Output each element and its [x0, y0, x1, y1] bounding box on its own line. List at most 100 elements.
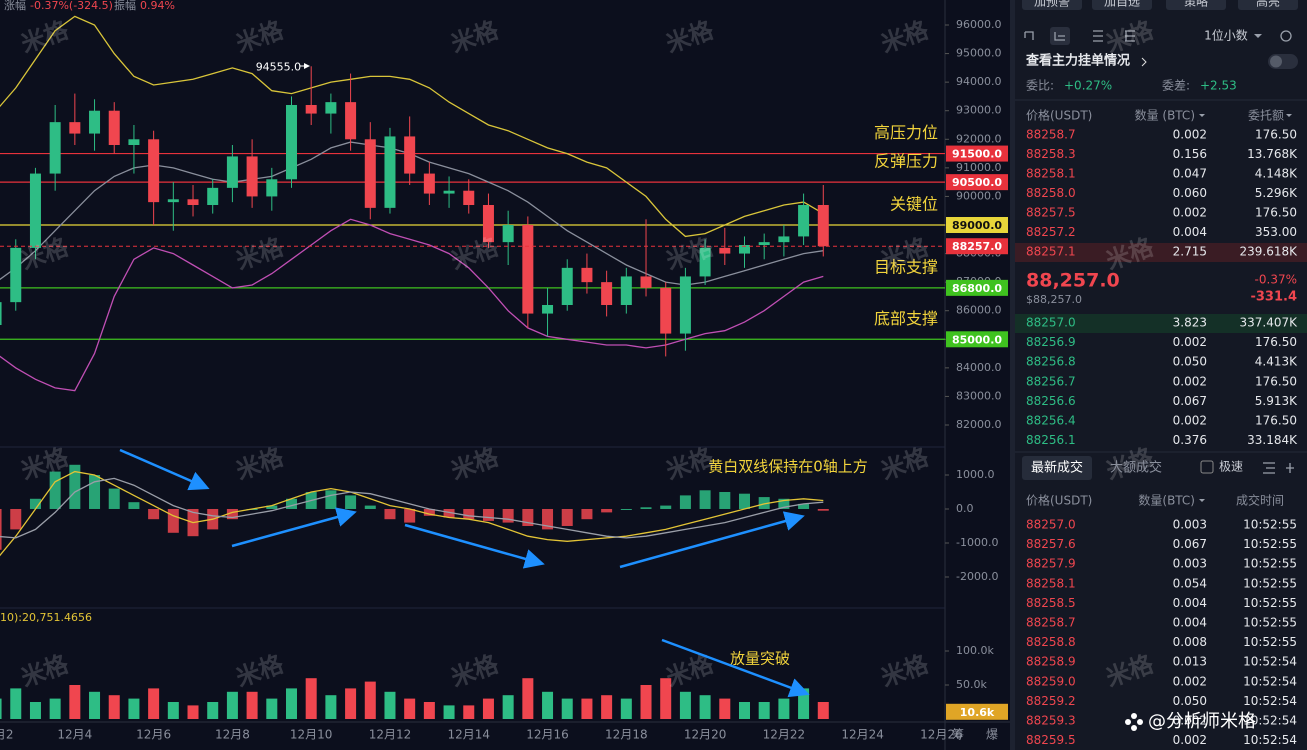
candle-body	[502, 225, 514, 243]
macd-bar	[699, 490, 711, 509]
volume-bar	[246, 691, 258, 719]
amount-cell: 10:52:54	[1243, 733, 1297, 747]
macd-bar	[423, 508, 435, 516]
macd-bar	[581, 508, 593, 520]
price-cell: 88257.1	[1026, 245, 1076, 259]
x-tick-label: 12月22	[763, 728, 806, 742]
button[interactable]	[1022, 0, 1082, 10]
price-cell: 88258.7	[1026, 616, 1076, 630]
icon[interactable]	[1054, 32, 1065, 41]
qty-cell: 0.047	[1173, 167, 1207, 181]
tab: 大额成交	[1110, 460, 1162, 476]
y-tick-label: 93000.0	[956, 104, 1002, 117]
level-name: 反弹压力	[874, 152, 938, 171]
qty-cell: 2.715	[1173, 245, 1207, 259]
price-cell: 88256.7	[1026, 374, 1076, 388]
qty-cell: 0.067	[1173, 537, 1207, 551]
qty-cell: 0.156	[1173, 147, 1207, 161]
amount-cell: 10:52:55	[1243, 596, 1297, 610]
indicator-line	[0, 470, 824, 557]
checkbox[interactable]	[1200, 460, 1214, 474]
volume-bar	[69, 684, 81, 719]
volume-bar	[719, 698, 731, 719]
candle-body	[817, 205, 829, 247]
price-cell: 88256.4	[1026, 414, 1076, 428]
volume-bar	[660, 678, 672, 719]
price-cell: 88258.7	[1026, 128, 1076, 142]
level-name: 高压力位	[874, 123, 938, 142]
candle-body	[226, 156, 238, 188]
macd-bar	[29, 498, 41, 509]
volume-bar	[89, 691, 101, 719]
macd-bar	[798, 503, 810, 509]
icon[interactable]	[1093, 30, 1103, 42]
icon[interactable]	[1024, 31, 1034, 40]
icon[interactable]	[1263, 462, 1275, 474]
price-cell: 88258.1	[1026, 576, 1076, 590]
arrow	[619, 511, 805, 569]
y-tick-label: 95000.0	[956, 47, 1002, 60]
amount-cell: 10:52:54	[1243, 674, 1297, 688]
price-cell: 88258.1	[1026, 167, 1076, 181]
toolbar-icons	[1024, 27, 1294, 474]
y-tick-label: 82000.0	[956, 418, 1002, 431]
volume-bar	[640, 684, 652, 719]
macd-bar	[364, 505, 376, 509]
depth-title: 查看主力挂单情况	[1025, 53, 1130, 69]
panel-bg	[1015, 0, 1307, 750]
author: @分析师米格	[1148, 711, 1256, 732]
y-tick-label: 0.0	[956, 502, 974, 515]
icon-label: 筹	[952, 728, 964, 742]
button[interactable]	[1238, 0, 1298, 10]
volume-bar	[167, 702, 179, 719]
macd-bar	[345, 495, 357, 509]
volume-bar	[463, 705, 475, 719]
candle-body	[699, 247, 711, 277]
y-tick-label: 1000.0	[956, 468, 995, 481]
qty-cell: 0.003	[1173, 518, 1207, 532]
y-tick-label: 94000.0	[956, 75, 1002, 88]
volume-bar	[601, 695, 613, 719]
price-tag-label: 91500.0	[952, 148, 1002, 161]
header-value: 0.94%	[140, 0, 175, 12]
candle-body	[108, 110, 120, 145]
macd-bar	[620, 508, 632, 510]
toggle-knob	[1270, 55, 1282, 68]
x-tick-label: 12月2	[0, 728, 14, 742]
candle-body	[561, 267, 573, 305]
volume-bar	[542, 691, 554, 719]
button[interactable]	[1166, 0, 1226, 10]
macd-bar	[482, 508, 494, 521]
candle-body	[522, 225, 534, 314]
amount-cell: 176.50	[1255, 206, 1297, 220]
macd-bar	[266, 505, 278, 509]
price-cell: 88256.9	[1026, 335, 1076, 349]
logo	[1125, 713, 1143, 731]
macd-bar	[758, 497, 770, 509]
icon[interactable]	[1280, 30, 1292, 42]
price-cell: 88258.3	[1026, 147, 1076, 161]
qty-cell: 3.823	[1173, 316, 1207, 330]
macd-bar	[226, 508, 238, 520]
macd-bar	[404, 508, 416, 523]
y-tick-label: 92000.0	[956, 132, 1002, 145]
amount-cell: 176.50	[1255, 374, 1297, 388]
volume-bar	[148, 688, 160, 719]
volume-bar	[226, 691, 238, 719]
qty-cell: 0.002	[1173, 733, 1207, 747]
icon[interactable]	[1286, 463, 1294, 473]
col-header: 价格(USDT)	[1026, 493, 1092, 508]
bid-highlight	[1015, 314, 1307, 333]
qty-cell: 0.003	[1173, 557, 1207, 571]
button[interactable]	[1092, 0, 1152, 10]
price-cell: 88259.3	[1026, 714, 1076, 728]
macd-bar	[167, 508, 179, 533]
icon[interactable]	[1125, 30, 1135, 42]
y-tick-label: 100.0k	[956, 644, 994, 657]
candle-body	[89, 110, 101, 134]
col-header: 委托额	[1248, 109, 1284, 123]
macd-bar	[817, 508, 829, 511]
tab-active-bg[interactable]	[1022, 456, 1092, 480]
volume-bar	[325, 695, 337, 719]
